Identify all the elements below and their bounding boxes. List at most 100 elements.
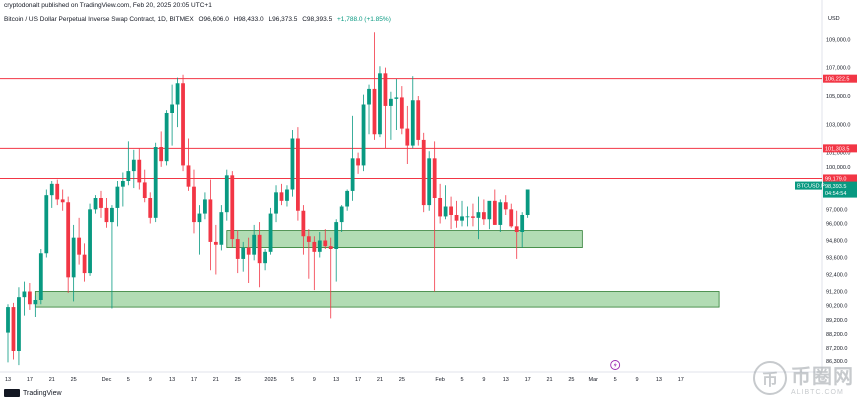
candle-body-34 [192,186,196,223]
candle-body-78 [432,158,437,198]
candle-body-50 [279,192,284,201]
level-tag-label-0: 106,222.5 [825,77,849,83]
y-tick-13: 89,200.0 [826,318,847,324]
candle-body-4 [27,291,32,305]
candle-body-41 [230,175,235,240]
candle-body-65 [361,104,366,166]
candle-body-89 [492,200,497,225]
candle-body-72 [399,97,404,129]
candle-body-10 [60,199,65,203]
y-tick-9: 93,600.0 [826,256,847,262]
y-tick-8: 94,800.0 [826,239,847,245]
candle-body-12 [71,237,76,278]
candle-body-43 [241,247,246,259]
x-tick-4: Dec [102,377,112,383]
candle-body-79 [438,198,443,217]
candle-body-54 [301,210,306,237]
candle-body-46 [257,234,262,264]
event-bolt-icon [613,362,617,368]
x-tick-18: Feb [435,377,444,383]
y-tick-3: 103,000.0 [826,122,850,128]
tradingview-footer[interactable]: TradingView [4,389,62,397]
watermark-name: 币圈网 [791,366,854,388]
candle-body-53 [296,138,300,211]
low-value: L96,373.5 [268,16,298,23]
candle-body-31 [175,83,180,105]
x-tick-20: 9 [482,377,485,383]
level-tag-1 [823,144,857,153]
candle-body-13 [77,237,82,255]
y-tick-4: 101,000.0 [826,151,850,157]
candle-body-38 [213,241,218,245]
candle-body-6 [38,253,43,300]
candle-body-55 [306,236,311,242]
candle-body-17 [99,198,103,208]
watermark-mark-icon: 币 [753,361,787,395]
candle-body-91 [503,202,508,210]
x-tick-24: 25 [568,377,574,383]
watermark: 币 币圈网 ALIBTC.COM [753,360,854,396]
candle-body-61 [339,206,344,223]
candle-body-81 [449,206,453,215]
candle-body-44 [246,247,251,255]
x-tick-29: 17 [678,377,684,383]
tradingview-logo-icon [4,389,20,397]
x-tick-26: 5 [614,377,617,383]
x-tick-21: 13 [503,377,509,383]
y-tick-11: 91,200.0 [826,290,847,296]
x-tick-11: 2025 [264,377,276,383]
x-tick-13: 9 [313,377,316,383]
y-tick-6: 97,000.0 [826,207,847,213]
candle-body-3 [22,291,27,298]
y-tick-7: 96,000.0 [826,222,847,228]
price-tag-countdown: 04:54:54 [825,191,846,197]
candle-body-5 [33,300,38,305]
y-tick-12: 90,200.0 [826,304,847,310]
candle-body-9 [55,183,60,200]
candle-body-62 [345,190,350,207]
candle-body-84 [465,216,470,218]
candle-body-92 [509,209,514,227]
x-tick-0: 13 [5,377,11,383]
high-value: H98,433.0 [233,16,264,23]
candle-body-86 [476,212,481,218]
candle-body-52 [290,138,295,190]
close-value: C98,393.5 [302,16,333,23]
candle-body-26 [148,198,153,218]
level-tag-label-2: 99,179.0 [825,176,846,182]
tradingview-brand: TradingView [23,389,62,397]
price-tag [823,181,857,198]
open-value: O96,606.0 [198,16,229,23]
candle-body-21 [120,181,125,187]
candle-body-95 [525,189,530,215]
candle-body-51 [285,189,289,201]
candle-body-20 [115,186,120,208]
x-tick-8: 17 [191,377,197,383]
candle-body-32 [181,83,185,166]
candle-body-0 [6,307,10,333]
candle-body-45 [252,234,257,255]
symbol-legend: Bitcoin / US Dollar Perpetual Inverse Sw… [4,16,391,23]
x-tick-28: 13 [656,377,662,383]
candle-body-82 [454,215,459,221]
candle-body-29 [164,113,169,162]
candle-body-60 [334,222,339,249]
candle-body-68 [378,73,382,135]
candle-body-24 [137,159,142,183]
candle-body-76 [421,139,426,206]
candle-body-28 [159,147,164,162]
candle-body-35 [197,213,202,223]
candle-body-64 [356,158,360,166]
change-value: +1,788.0 (+1.85%) [337,16,391,23]
candle-body-2 [17,297,21,351]
candle-body-67 [372,88,377,135]
symbol-tag-label: BTCUSD.P [797,184,825,190]
x-tick-15: 17 [355,377,361,383]
y-tick-1: 107,000.0 [826,66,850,72]
candle-body-16 [93,198,98,210]
y-tick-14: 88,200.0 [826,332,847,338]
candle-body-59 [328,246,333,249]
candle-body-42 [235,239,240,259]
candle-body-66 [367,88,371,105]
